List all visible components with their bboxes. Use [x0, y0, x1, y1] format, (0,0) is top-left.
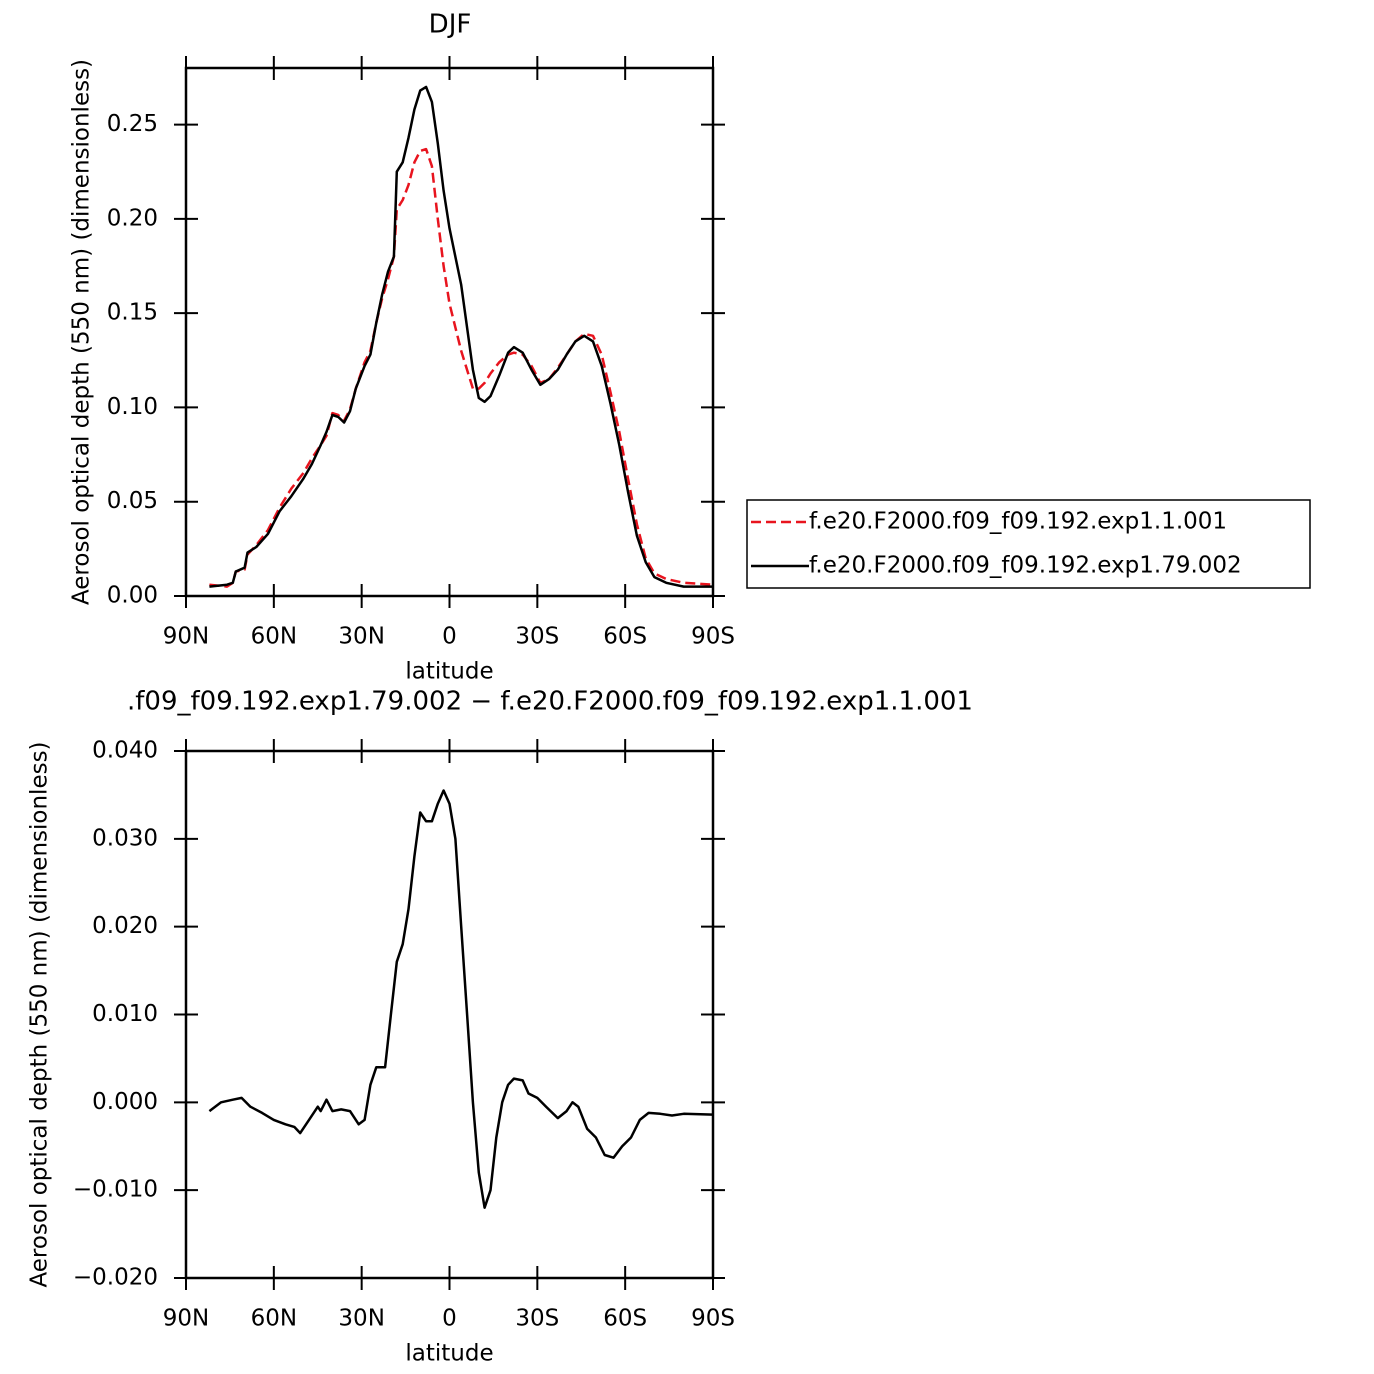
y-tick-label: 0.25 — [107, 111, 158, 137]
x-tick-label: 90S — [691, 624, 735, 650]
y-tick-label: 0.010 — [92, 1001, 158, 1027]
y-tick-label: 0.10 — [107, 394, 158, 420]
x-tick-label: 60S — [603, 624, 647, 650]
y-tick-label: 0.000 — [92, 1089, 158, 1115]
data-line — [209, 147, 714, 588]
plot-frame — [184, 749, 715, 1280]
y-tick-label: −0.010 — [73, 1177, 158, 1203]
x-tick-label: 90N — [163, 1306, 209, 1332]
legend-label: f.e20.F2000.f09_f09.192.exp1.1.001 — [809, 509, 1227, 535]
x-tick-label: 30N — [338, 624, 384, 650]
y-tick-label: 0.020 — [92, 913, 158, 939]
y-tick-label: 0.20 — [107, 205, 158, 231]
x-tick-label: 90S — [691, 1306, 735, 1332]
x-tick-label: 30S — [515, 624, 559, 650]
x-tick-label: 0 — [442, 624, 457, 650]
y-tick-label: 0.05 — [107, 488, 158, 514]
chart-title: DJF — [429, 10, 472, 40]
x-tick-label: 90N — [163, 624, 209, 650]
x-tick-label: 60N — [251, 624, 297, 650]
y-tick-label: 0.030 — [92, 825, 158, 851]
x-tick-label: 30N — [338, 1306, 384, 1332]
y-axis-label: Aerosol optical depth (550 nm) (dimensio… — [27, 741, 53, 1287]
y-tick-label: −0.020 — [73, 1265, 158, 1291]
x-axis-label: latitude — [405, 1341, 493, 1367]
y-tick-label: 0.00 — [107, 583, 158, 609]
x-tick-label: 60S — [603, 1306, 647, 1332]
x-tick-label: 60N — [251, 1306, 297, 1332]
legend-box — [746, 499, 1311, 589]
legend-label: f.e20.F2000.f09_f09.192.exp1.79.002 — [809, 553, 1242, 579]
data-line — [209, 85, 713, 588]
x-axis-label: latitude — [405, 659, 493, 685]
plot-frame — [184, 66, 715, 598]
chart-title: .f09_f09.192.exp1.79.002 − f.e20.F2000.f… — [127, 687, 973, 717]
x-tick-label: 0 — [442, 1306, 457, 1332]
data-line — [208, 789, 714, 1209]
x-tick-label: 30S — [515, 1306, 559, 1332]
y-tick-label: 0.040 — [92, 738, 158, 764]
y-axis-label: Aerosol optical depth (550 nm) (dimensio… — [69, 59, 95, 605]
y-tick-label: 0.15 — [107, 300, 158, 326]
